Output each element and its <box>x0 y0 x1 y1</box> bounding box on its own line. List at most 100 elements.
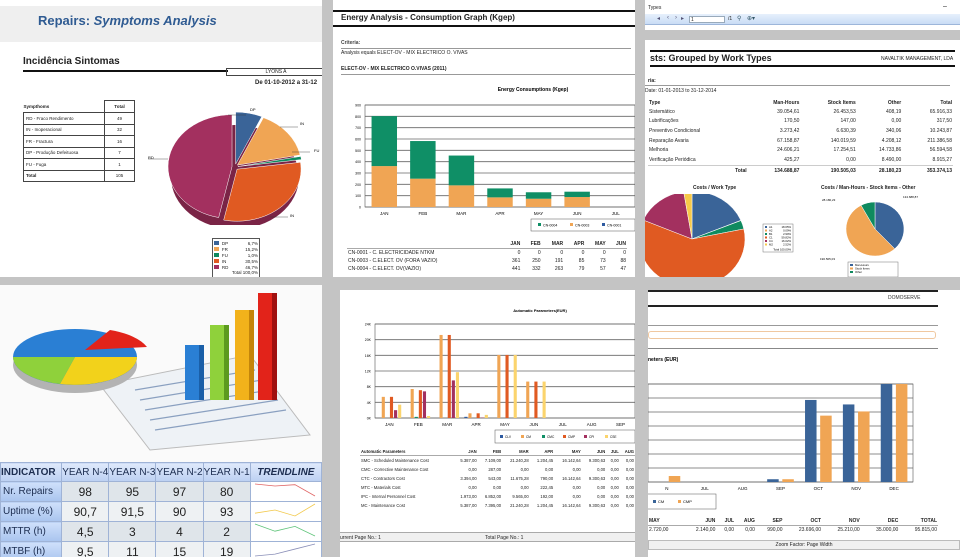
cell-value: 0,00 <box>492 485 502 490</box>
table-row: FR - Fractura 16 <box>23 135 135 148</box>
row-label: CMC - Corrective Maintenance Cost <box>361 467 429 472</box>
x-tick-label: JUN <box>530 422 539 427</box>
divider <box>648 305 938 307</box>
chart-legend <box>530 218 635 232</box>
column-header: MAY <box>648 517 683 526</box>
cell-value: 3.273,42 <box>779 127 800 134</box>
cell-value: 0,00 <box>724 527 735 533</box>
row-label: MTC - Materials Cost <box>361 485 401 490</box>
energy-report-panel: Energy Analysis - Consumption Graph (Kge… <box>333 0 635 277</box>
cell-value: 6.630,39 <box>836 127 856 134</box>
title-italic: Symptoms Analysis <box>93 13 217 28</box>
section-heading: Incidência Sintomas <box>23 56 120 67</box>
cell-value: 0,00 <box>625 467 634 472</box>
nav-last-icon[interactable]: ▸ <box>681 16 685 22</box>
current-page-label: urrent Page No.: 1 <box>340 535 381 541</box>
col-header: Total <box>104 100 135 113</box>
params-table: MAY JUN JUL AUG SEP OCT NOV DEC TOTAL 2.720,00 2.1… <box>648 517 938 534</box>
cell-value: 425,27 <box>784 156 800 163</box>
worktypes-table: Type Man-Hours Stock Items Other Total Sistem… <box>648 99 953 176</box>
column-header: TRENDLINE <box>249 462 322 482</box>
kpi-value: 19 <box>202 541 251 557</box>
cell-value: 25.210,00 <box>837 527 860 533</box>
column-header: YEAR N-3 <box>108 462 157 482</box>
pie-slice-in <box>223 162 302 222</box>
kpi-table: INDICATOR YEAR N-4 YEAR N-3 YEAR N-2 YEAR N-… <box>0 462 322 557</box>
pie-slice-c1 <box>645 220 746 277</box>
row-label: Verificação Periódica <box>649 156 696 163</box>
legend-label: Man-Hours <box>855 263 869 267</box>
trend-line <box>254 483 316 497</box>
column-header: Automatic Parameters <box>360 448 454 456</box>
bar-cmp-apr <box>476 413 480 418</box>
legend-item: DP 6,7% <box>214 240 258 246</box>
table-row: CMC - Corrective Maintenance Cost 0,00 287… <box>360 465 635 474</box>
column-header: MAR <box>502 448 530 456</box>
y-tick-label: 0K <box>367 417 372 421</box>
cell-value: 0 <box>602 250 606 256</box>
minimize-button[interactable]: – <box>943 3 947 10</box>
cell-value: 88 <box>620 258 626 264</box>
3d-pie-illustration <box>13 329 147 393</box>
page-number-input[interactable]: 1 <box>689 16 725 23</box>
bar-cn-0004-feb <box>410 141 436 179</box>
row-label: CN-0004 - C.ELECT. OV(VAZIO) <box>348 266 421 272</box>
legend-value: 2.90% <box>783 232 791 236</box>
pie-legend: DP 6,7% FR 15,2% FU 1,0% IN 30,5% RD 46,7% Total 1… <box>212 238 260 277</box>
company-box: LYONS A <box>226 68 322 76</box>
cell-value: 0,00 <box>610 458 619 463</box>
cell-value: 441 <box>512 266 521 272</box>
row-label: SMC - Scheduled Maintenance Cost <box>361 458 429 463</box>
symptom-total: 105 <box>104 169 135 182</box>
legend-value: 2.52% <box>783 243 791 247</box>
divider <box>333 25 635 27</box>
table-row: IPC - Internal Personnel Cost 1.973,00 6.8… <box>360 492 635 501</box>
bar-cn-0004-apr <box>487 188 513 198</box>
column-header: OCT <box>783 517 823 526</box>
nav-first-icon[interactable]: ◂ <box>657 16 661 22</box>
auto-params-bar-chart: Automatic Parameters(EUR) 0K 4K 8K 12K 16K 20K… <box>365 308 635 444</box>
trend-line <box>254 503 316 517</box>
zoom-icon[interactable]: ⊕▾ <box>747 16 756 22</box>
report-header <box>0 6 322 42</box>
legend-label: CSE <box>610 435 617 439</box>
cell-value: 1.204,45 <box>536 503 554 508</box>
column-header: Type <box>649 100 661 106</box>
legend-item: FU 1,0% <box>214 252 258 258</box>
bar-cm-oct <box>805 399 817 482</box>
bar-cmp-n <box>668 476 681 482</box>
bar-cm-mar <box>439 334 443 418</box>
table-row: RD - Fraco Rendimento 49 <box>23 112 135 125</box>
cell-value: 10.243,87 <box>929 127 952 134</box>
cell-value: 65.916,33 <box>929 108 952 115</box>
cell-value: 1.204,45 <box>536 458 554 463</box>
pie-slice-rd <box>167 114 233 218</box>
nav-prev-icon[interactable]: ‹ <box>667 15 669 21</box>
symptom-name: FU - Fuga <box>23 158 105 171</box>
cell-value: 2.140,00 <box>695 527 716 533</box>
table-row: Verificação Periódica 425,27 0,00 8.490,00 8… <box>648 155 953 165</box>
x-tick-label: JAN <box>380 211 389 216</box>
pie-slice-man-hours <box>874 201 905 250</box>
legend-value: 16.02% <box>782 239 792 243</box>
legend-value: 0.09% <box>783 229 791 233</box>
bar-cn-0003-feb <box>410 178 436 207</box>
column-header: MAY <box>585 240 607 249</box>
x-tick-label: AUG <box>738 486 748 491</box>
kpi-value: 95 <box>108 481 157 502</box>
cell-value: 95.815,00 <box>914 527 937 533</box>
table-row: MTC - Materials Cost 0,00 0,00 0,00 222,45 0,… <box>360 483 635 492</box>
legend-value: 59.82% <box>782 236 792 240</box>
cell-value: 4.208,12 <box>881 137 902 144</box>
nav-next-icon[interactable]: › <box>675 15 677 21</box>
column-header: SEP <box>755 517 784 526</box>
cell-value: 0,00 <box>545 467 554 472</box>
legend-label: RD <box>221 264 229 270</box>
bar-cn-0003-apr <box>487 197 513 207</box>
bar-cpi-mar <box>451 380 455 418</box>
cell-value: 67.158,87 <box>777 137 800 144</box>
binoculars-icon[interactable]: ⚲ <box>737 16 742 22</box>
indicator-label: Uptime (%) <box>0 501 63 522</box>
bar-cn-0004-jan <box>371 116 398 167</box>
cell-value: 0,00 <box>572 485 581 490</box>
